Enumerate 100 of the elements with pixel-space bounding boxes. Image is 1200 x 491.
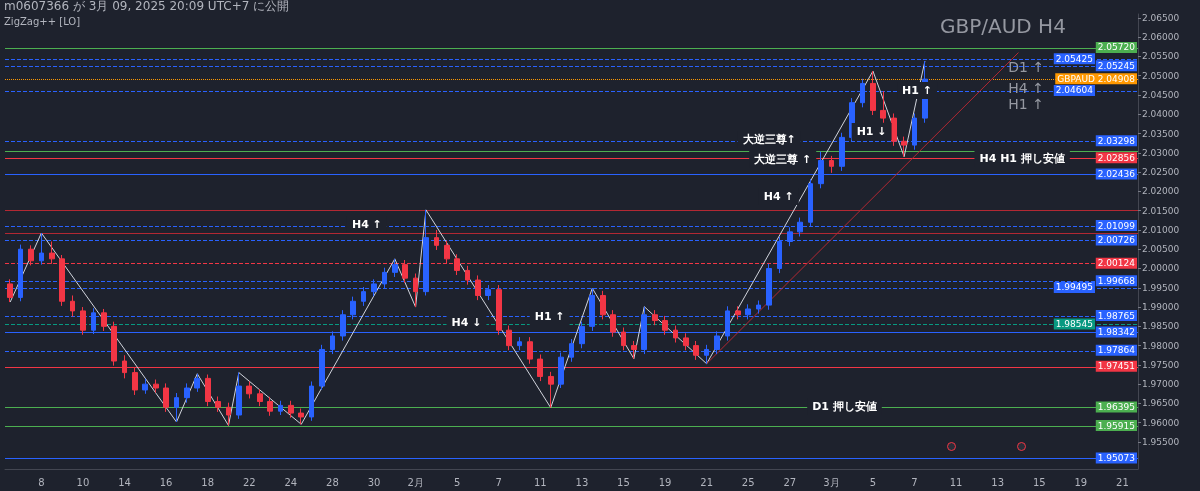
candlestick — [194, 373, 200, 393]
annotation: H4 ↓ — [451, 316, 482, 329]
candlestick — [215, 396, 221, 413]
ref-line-label: 2.00726 — [1097, 235, 1136, 245]
candlestick — [880, 90, 886, 124]
candlestick — [527, 336, 533, 365]
candlestick — [693, 340, 699, 361]
y-tick-label: 2.04500 — [1142, 89, 1180, 100]
annotation: 大逆三尊 ↑ — [754, 153, 812, 166]
candlestick — [610, 309, 616, 338]
candlestick — [153, 379, 159, 394]
y-tick-label: 2.00500 — [1142, 244, 1180, 255]
ref-line-label: 1.99495 — [1055, 282, 1093, 293]
y-tick-label: 1.97000 — [1142, 379, 1180, 390]
x-tick-label: 15 — [617, 476, 630, 488]
ref-line-label: 1.95915 — [1097, 420, 1135, 431]
chart-title: GBP/AUD H4 — [940, 14, 1066, 38]
candlestick — [621, 326, 626, 351]
ref-line-label: 1.98765 — [1097, 310, 1135, 321]
x-tick-label: 27 — [783, 476, 797, 488]
x-tick-label: 22 — [242, 476, 256, 488]
candlestick — [413, 273, 418, 308]
y-tick-label: 1.98000 — [1142, 340, 1180, 351]
ref-line-label: 1.98342 — [1097, 326, 1135, 337]
candlestick — [600, 290, 606, 320]
x-tick-label: 7 — [495, 476, 502, 488]
annotation: D1 押し安値 — [812, 400, 877, 413]
x-tick-label: 5 — [869, 476, 877, 488]
x-tick-label: 18 — [201, 476, 215, 488]
text: m0607366 が 3月 09, 2025 20:09 UTC+7 に公開 — [4, 0, 290, 13]
candlestick — [246, 380, 252, 399]
ref-line-label: 2.05720 — [1097, 42, 1136, 53]
annotation: ZigZag++ [LO] — [4, 15, 81, 27]
candlestick — [278, 400, 283, 416]
y-tick-label: 1.97500 — [1142, 359, 1180, 370]
y-tick-label: 2.06500 — [1142, 12, 1180, 23]
x-tick-label: 28 — [326, 476, 339, 488]
y-tick-label: 1.98500 — [1142, 321, 1180, 332]
x-tick-label: 30 — [367, 476, 381, 488]
candlestick — [70, 294, 75, 318]
y-tick-label: 2.00000 — [1142, 263, 1180, 274]
candlestick — [870, 70, 876, 116]
ref-line-label: 2.03298 — [1097, 135, 1136, 146]
candlestick — [548, 371, 554, 409]
annotation: 大逆三尊↑ — [742, 133, 796, 146]
candlestick — [735, 305, 741, 320]
candlestick — [309, 380, 314, 422]
x-tick-label: 10 — [76, 476, 90, 488]
candlestick — [288, 400, 294, 419]
x-tick-label: 21 — [1116, 476, 1129, 488]
y-tick-label: 1.95500 — [1142, 437, 1180, 448]
ref-line-label: GBPAUD 2.04908 — [1057, 73, 1136, 84]
candlestick — [101, 308, 107, 332]
candlestick — [506, 325, 512, 351]
x-tick-label: 15 — [1032, 476, 1046, 488]
y-tick-label: 2.05000 — [1142, 70, 1180, 81]
annotation: H4 H1 押し安値 — [979, 152, 1065, 165]
candlestick — [174, 392, 179, 423]
candlestick — [267, 396, 273, 417]
x-tick-label: 13 — [991, 476, 1005, 488]
ref-line-label: 2.00124 — [1097, 258, 1136, 269]
ref-line-label: 1.97451 — [1097, 361, 1135, 372]
y-tick-label: 1.96500 — [1142, 398, 1180, 409]
candlestick — [517, 336, 522, 351]
candlestick — [80, 306, 86, 336]
candlestick — [891, 112, 897, 147]
annotation: H4 ↑ — [351, 218, 382, 231]
x-tick-label: 2月 — [407, 476, 424, 488]
candlestick — [298, 407, 304, 425]
ref-line-label: 1.96395 — [1097, 402, 1135, 412]
annotation: H4 ↑ — [763, 190, 794, 203]
x-tick-label: 24 — [284, 476, 298, 488]
candlestick — [205, 374, 211, 407]
candlestick — [475, 274, 481, 301]
x-tick-label: 5 — [453, 476, 461, 488]
candlestick — [142, 378, 148, 395]
candlestick — [756, 300, 761, 315]
ref-line-label: 1.95073 — [1097, 452, 1135, 463]
y-tick-label: 1.99000 — [1142, 302, 1180, 313]
y-tick-label: 2.01500 — [1142, 205, 1180, 216]
x-tick-label: 11 — [949, 476, 963, 488]
x-tick-label: 19 — [658, 476, 672, 488]
y-tick-label: 1.99500 — [1142, 282, 1180, 293]
ref-line-label: 2.04604 — [1055, 85, 1094, 96]
x-tick-label: 16 — [159, 476, 173, 488]
candlestick — [236, 372, 242, 420]
y-tick-label: 2.02500 — [1142, 167, 1180, 178]
candlestick — [683, 332, 689, 351]
ref-line-label: 2.05245 — [1097, 60, 1135, 71]
y-tick-label: 1.96000 — [1142, 417, 1180, 428]
candlestick — [465, 265, 470, 286]
annotation: H1 ↑ — [1008, 96, 1044, 112]
x-tick-label: 21 — [700, 476, 713, 488]
y-tick-label: 2.01000 — [1142, 224, 1180, 235]
y-tick-label: 2.02000 — [1142, 186, 1180, 197]
x-tick-label: 8 — [38, 476, 45, 488]
ref-line-label: 1.99668 — [1097, 275, 1136, 286]
ref-line-label: 1.97864 — [1097, 345, 1136, 356]
x-tick-label: 13 — [575, 476, 589, 488]
candlestick — [257, 388, 263, 407]
